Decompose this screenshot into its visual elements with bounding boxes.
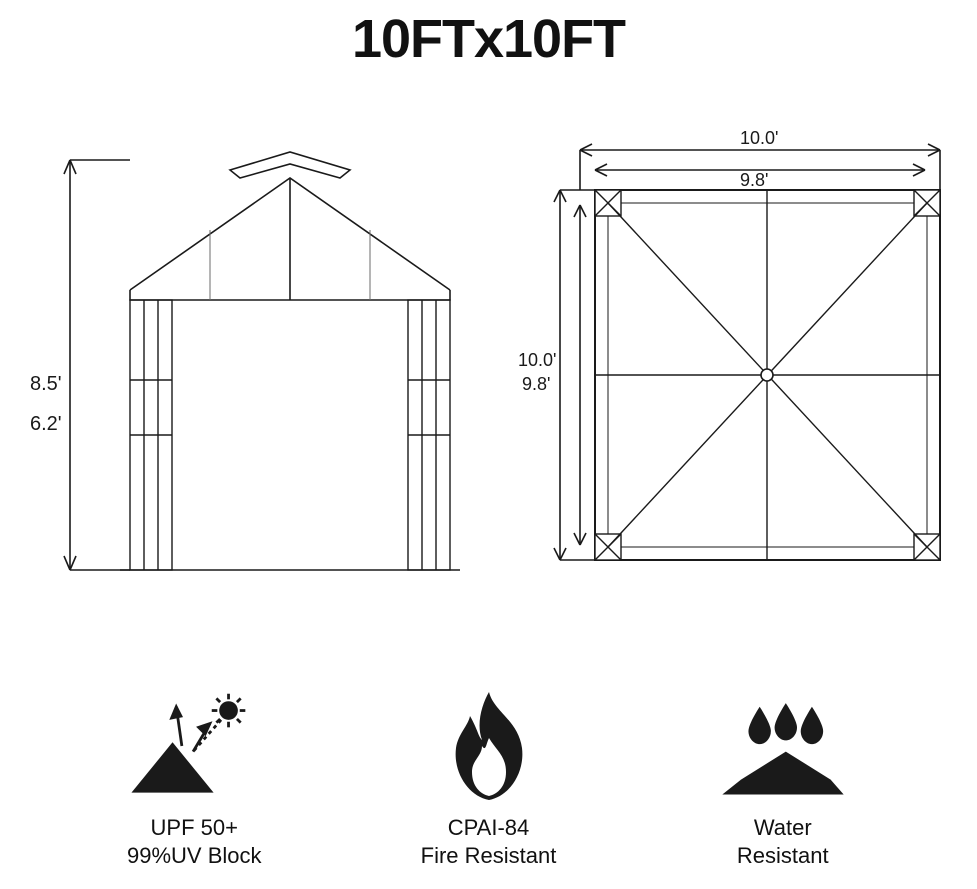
feature-water-label: Water Resistant xyxy=(737,814,829,869)
plan-inner-height: 9.8' xyxy=(522,374,550,394)
feature-fire-label: CPAI-84 Fire Resistant xyxy=(421,814,557,869)
feature-water: Water Resistant xyxy=(683,686,883,869)
feature-uv-line1: UPF 50+ xyxy=(151,815,238,840)
uv-block-icon xyxy=(124,686,264,806)
feature-uv-label: UPF 50+ 99%UV Block xyxy=(127,814,262,869)
feature-water-line2: Resistant xyxy=(737,843,829,868)
feature-water-line1: Water xyxy=(754,815,812,840)
plan-view: 10.0' 9.8' 10.0' 9.8' xyxy=(518,128,940,560)
plan-inner-width: 9.8' xyxy=(740,170,768,190)
feature-fire-line1: CPAI-84 xyxy=(448,815,530,840)
dimension-diagrams-row: 8.5' 6.2' xyxy=(0,120,977,600)
feature-fire-line2: Fire Resistant xyxy=(421,843,557,868)
elevation-clear-height: 6.2' xyxy=(30,413,62,435)
feature-fire: CPAI-84 Fire Resistant xyxy=(389,686,589,869)
feature-uv-line2: 99%UV Block xyxy=(127,843,262,868)
features-row: UPF 50+ 99%UV Block CPAI-84 Fire Resista… xyxy=(0,649,977,869)
water-resistant-icon xyxy=(713,686,853,806)
plan-outer-width: 10.0' xyxy=(740,128,778,148)
elevation-view: 8.5' 6.2' xyxy=(30,152,460,570)
plan-outer-height: 10.0' xyxy=(518,350,556,370)
page-title: 10FTx10FT xyxy=(0,8,977,70)
feature-uv: UPF 50+ 99%UV Block xyxy=(94,686,294,869)
dimension-diagrams-svg: 8.5' 6.2' xyxy=(0,120,977,600)
elevation-total-height: 8.5' xyxy=(30,373,62,395)
flame-icon xyxy=(419,686,559,806)
